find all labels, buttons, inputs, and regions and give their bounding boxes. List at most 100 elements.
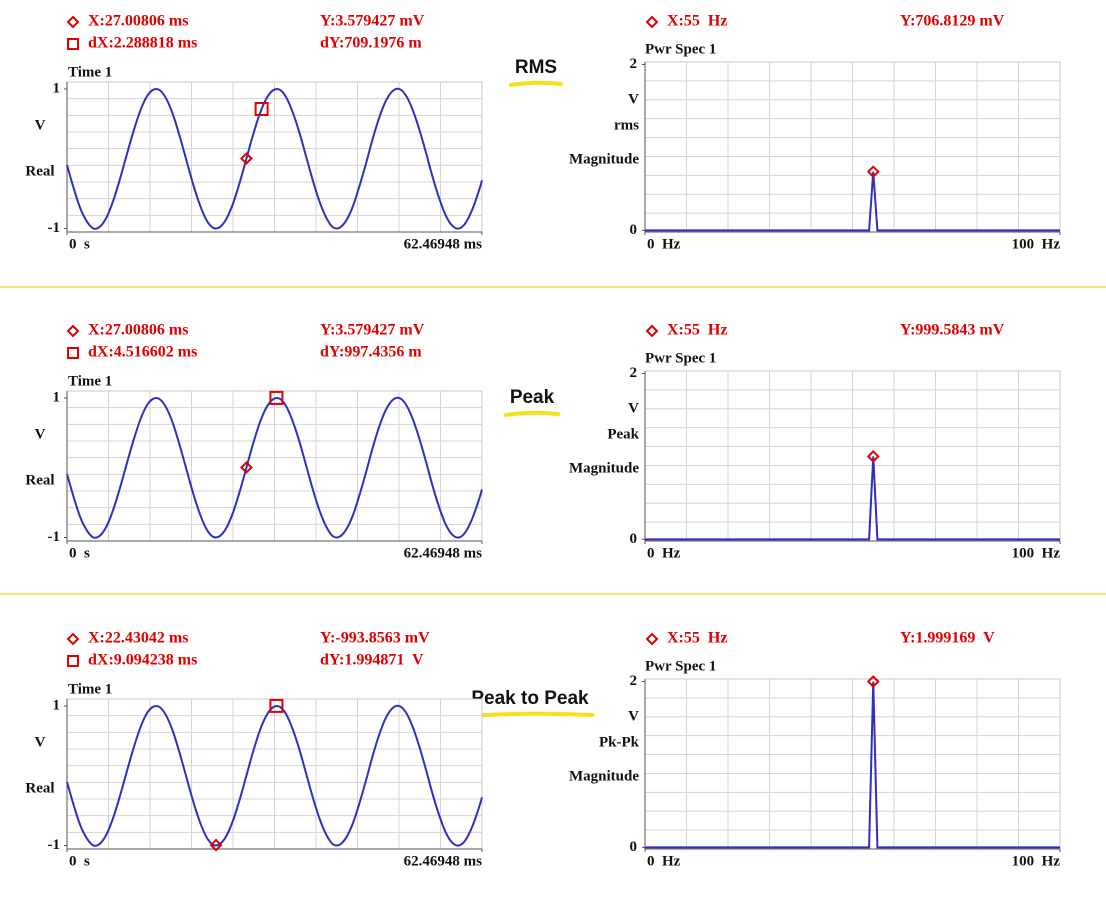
cursor-readout: Y:999.5843 mV <box>900 322 1005 339</box>
x-tick-label: 62.46948 ms <box>404 236 482 252</box>
cursor-diamond <box>209 838 223 852</box>
chart-title: Pwr Spec 1 <box>645 658 716 674</box>
cursor-diamond <box>240 461 253 474</box>
mode-label: Peak <box>510 387 555 408</box>
y-tick-label: 1 <box>53 697 61 713</box>
y-tick-label: -1 <box>48 529 61 545</box>
chart-title: Pwr Spec 1 <box>645 350 716 366</box>
chart-title: Pwr Spec 1 <box>645 41 716 57</box>
y-axis-label: Magnitude <box>569 460 639 476</box>
x-tick-label: 62.46948 ms <box>404 545 482 561</box>
y-tick-label: -1 <box>48 837 61 853</box>
chart-panel: Time 1 X:27.00806 ms Y:3.579427 mV dX:4.516… <box>25 322 483 561</box>
x-tick-label: 0 Hz <box>647 853 681 869</box>
y-axis-label: Pk-Pk <box>599 734 640 750</box>
y-tick-label: 1 <box>53 389 61 405</box>
y-tick-label: 2 <box>630 365 638 381</box>
x-tick-label: 100 Hz <box>1012 545 1061 561</box>
cursor-readout: X:22.43042 ms <box>88 630 188 647</box>
cursor-diamond <box>866 165 880 179</box>
cursor-diamond <box>66 632 80 646</box>
chart-title: Time 1 <box>68 681 112 697</box>
cursor-readout: dY:709.1976 m <box>320 35 422 52</box>
y-tick-label: 0 <box>630 531 638 547</box>
signal-line <box>645 171 1060 232</box>
cursor-diamond <box>645 632 659 646</box>
y-tick-label: 0 <box>630 222 638 238</box>
mode-underline <box>503 410 561 417</box>
y-axis-label: V <box>35 117 46 133</box>
y-axis-label: Magnitude <box>569 151 639 167</box>
y-axis-label: V <box>35 426 46 442</box>
y-tick-label: -1 <box>48 220 61 236</box>
cursor-readout: dX:4.516602 ms <box>88 344 197 361</box>
chart-panel: Time 1 X:22.43042 ms Y:-993.8563 mV dX:9.09… <box>25 630 483 869</box>
x-tick-label: 0 s <box>69 853 90 869</box>
x-tick-label: 62.46948 ms <box>404 853 482 869</box>
cursor-diamond <box>66 324 80 338</box>
cursor-readout: dY:997.4356 m <box>320 344 422 361</box>
x-tick-label: 0 Hz <box>647 236 681 252</box>
x-tick-label: 100 Hz <box>1012 853 1061 869</box>
cursor-readout: Y:706.8129 mV <box>900 13 1005 30</box>
y-axis-label: Real <box>25 163 54 179</box>
y-axis-label: Peak <box>607 426 639 442</box>
chart-title: Time 1 <box>68 64 112 80</box>
cursor-diamond <box>645 15 659 29</box>
cursor-diamond <box>866 675 880 688</box>
cursor-readout: X:27.00806 ms <box>88 13 188 30</box>
y-axis-label: Real <box>25 780 54 796</box>
chart-title: Time 1 <box>68 373 112 389</box>
cursor-readout: X:55 Hz <box>667 630 727 647</box>
cursor-diamond <box>866 450 880 463</box>
cursor-square <box>67 38 79 50</box>
signal-line <box>66 396 483 539</box>
x-tick-label: 0 s <box>69 545 90 561</box>
cursor-readout: Y:3.579427 mV <box>320 13 425 30</box>
mode-label: Peak to Peak <box>471 688 589 709</box>
cursor-diamond <box>66 15 80 29</box>
mode-underline <box>465 711 595 718</box>
mode-label: RMS <box>515 57 557 78</box>
y-axis-label: Real <box>25 472 54 488</box>
cursor-readout: Y:3.579427 mV <box>320 322 425 339</box>
chart-panel: Time 1 X:27.00806 ms Y:3.579427 mV dX:2.288… <box>25 13 483 252</box>
signal-line <box>66 704 483 847</box>
cursor-diamond <box>645 324 659 338</box>
chart-panel: Pwr Spec 1 X:55 Hz Y:999.5843 mV V Peak Magni… <box>569 322 1061 561</box>
cursor-diamond <box>240 152 253 165</box>
y-axis-label: rms <box>614 117 639 133</box>
cursor-square <box>269 390 284 405</box>
signal-line <box>645 456 1060 541</box>
signal-line <box>66 87 483 230</box>
cursor-readout: dY:1.994871 V <box>320 652 424 669</box>
chart-panel: Pwr Spec 1 X:55 Hz Y:1.999169 V V Pk-Pk Magni… <box>569 630 1061 869</box>
cursor-readout: X:55 Hz <box>667 13 727 30</box>
y-tick-label: 2 <box>630 56 638 72</box>
x-tick-label: 0 Hz <box>647 545 681 561</box>
cursor-readout: Y:-993.8563 mV <box>320 630 430 647</box>
y-axis-label: V <box>628 400 639 416</box>
y-tick-label: 0 <box>630 839 638 855</box>
y-axis-label: V <box>628 708 639 724</box>
cursor-square <box>254 102 269 117</box>
y-tick-label: 2 <box>630 673 638 689</box>
cursor-square <box>67 347 79 359</box>
y-axis-label: V <box>35 734 46 750</box>
signal-line <box>645 681 1060 849</box>
y-tick-label: 1 <box>53 80 61 96</box>
cursor-readout: Y:1.999169 V <box>900 630 995 647</box>
cursor-square <box>269 698 284 713</box>
cursor-readout: X:55 Hz <box>667 322 727 339</box>
x-tick-label: 100 Hz <box>1012 236 1061 252</box>
cursor-readout: dX:9.094238 ms <box>88 652 197 669</box>
x-tick-label: 0 s <box>69 236 90 252</box>
y-axis-label: V <box>628 91 639 107</box>
cursor-readout: X:27.00806 ms <box>88 322 188 339</box>
mode-underline <box>508 80 564 87</box>
cursor-readout: dX:2.288818 ms <box>88 35 197 52</box>
y-axis-label: Magnitude <box>569 768 639 784</box>
cursor-square <box>67 655 79 667</box>
